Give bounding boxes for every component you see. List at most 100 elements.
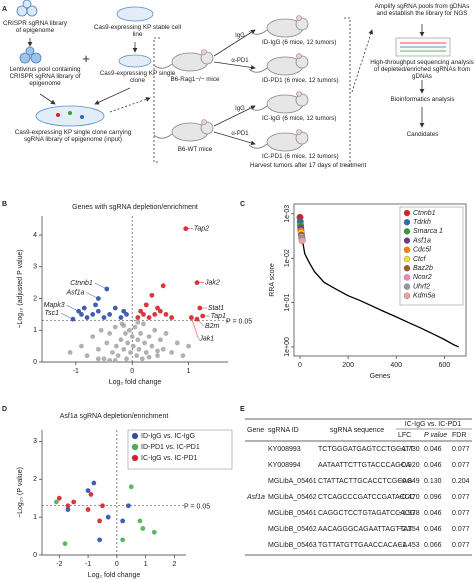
data-point (65, 507, 71, 512)
legend-label: Tdrkh (413, 219, 431, 226)
leader-line (66, 304, 79, 312)
data-point (120, 518, 126, 524)
label: Cas9-expressing KP single clone (99, 70, 176, 85)
panel-label: D (2, 406, 7, 413)
data-point (126, 327, 132, 333)
point-label: Tap1 (211, 313, 226, 320)
data-point (121, 346, 127, 352)
data-point (88, 491, 94, 497)
leader-line (94, 282, 107, 290)
legend-box (399, 206, 464, 306)
y-tick-label: 1 (33, 327, 37, 334)
mouse (248, 53, 309, 76)
data-point (124, 311, 129, 317)
table-cell: TCTGGGATGAGTCCTGCATT (318, 446, 415, 453)
bracket (344, 17, 351, 166)
legend-swatch (403, 255, 411, 263)
data-point (135, 315, 141, 320)
data-point (90, 311, 96, 317)
x-tick-label: -2 (56, 561, 62, 568)
table-cell: MGLibA_05461 (268, 478, 317, 485)
table-cell: 0.077 (452, 542, 470, 549)
data-point (136, 346, 142, 352)
data-point (134, 353, 140, 359)
y-tick-label: 1e-01 (284, 294, 291, 312)
data-point (93, 302, 98, 308)
data-point (104, 340, 110, 346)
data-point (141, 321, 146, 327)
table-cell: 0.096 (424, 494, 442, 501)
data-point (98, 327, 104, 333)
cell-dish (35, 105, 105, 127)
data-point (65, 503, 71, 509)
x-axis-label: Log₂ fold change (109, 379, 162, 386)
plot-frame (293, 203, 467, 357)
data-point (157, 337, 163, 343)
table-cell: MGLibB_05462 (268, 526, 317, 533)
y-tick-label: 3 (33, 264, 37, 271)
x-tick-label: -1 (85, 561, 91, 568)
data-point (56, 495, 62, 501)
data-point (85, 488, 91, 494)
point-label: Asf1a (65, 289, 84, 296)
data-point (120, 537, 126, 543)
data-point (157, 308, 163, 314)
data-point (125, 503, 131, 509)
x-tick-label: 2 (173, 561, 177, 568)
x-tick-label: -1 (73, 368, 79, 375)
table-cell: 0.204 (452, 478, 470, 485)
label: B6-WT mice (177, 146, 213, 153)
legend-label: ID-IgG vs. IC-IgG (141, 433, 195, 440)
label: IgG (235, 106, 245, 112)
x-tick-label: 0 (115, 561, 119, 568)
x-axis-label: Log₂ fold change (88, 572, 141, 579)
y-tick-label: 1e+00 (284, 337, 291, 357)
table-cell: MGLibB_05463 (268, 542, 317, 549)
x-tick-label: 1 (144, 561, 148, 568)
data-point (95, 346, 101, 352)
leader-line (86, 292, 99, 299)
data-point (149, 292, 155, 298)
data-point (163, 331, 169, 336)
table-cell: 0.046 (424, 510, 442, 517)
legend-swatch (403, 228, 411, 235)
y-tick-label: 1e-03 (284, 205, 291, 223)
data-point (112, 324, 118, 330)
table-cell: −0.920 (398, 462, 420, 469)
legend-label: Uhrf2 (413, 283, 430, 290)
table-header: sgRNA sequence (330, 427, 384, 434)
legend-label: IC-IgG vs. IC-PD1 (141, 455, 198, 462)
legend-swatch (403, 292, 411, 299)
point-label: Stat1 (208, 305, 224, 312)
data-point (146, 334, 152, 340)
cell-dish (118, 54, 152, 68)
legend-label: Ctnnb1 (413, 210, 436, 217)
label: IC-IgG (6 mice, 12 tumors) (262, 115, 337, 122)
legend-label: Baz2b (413, 265, 433, 272)
data-point (110, 350, 115, 355)
panel-label: C (240, 201, 245, 208)
legend-swatch (131, 443, 139, 451)
legend-swatch (403, 237, 411, 244)
label: B6-Rag1−/− mice (170, 76, 220, 83)
data-point (85, 507, 91, 512)
data-point (124, 356, 129, 362)
data-point (160, 283, 166, 289)
point-label: Tsc1 (44, 310, 59, 317)
y-axis-label: −Log₁₀ (adjusted P value) (17, 249, 24, 328)
label: High-throughput sequencing analysis of d… (370, 59, 474, 81)
data-point (139, 356, 145, 362)
data-point (112, 358, 118, 363)
data-point (143, 350, 149, 355)
bracket (153, 37, 160, 163)
data-point (112, 305, 118, 311)
data-point (101, 356, 107, 362)
data-point (115, 353, 121, 359)
cell-dish (116, 6, 154, 22)
data-point (79, 343, 84, 349)
point-label: Jak1 (198, 335, 214, 342)
y-tick-label: 0 (33, 552, 37, 559)
data-point (105, 514, 111, 520)
mouse (248, 91, 309, 114)
